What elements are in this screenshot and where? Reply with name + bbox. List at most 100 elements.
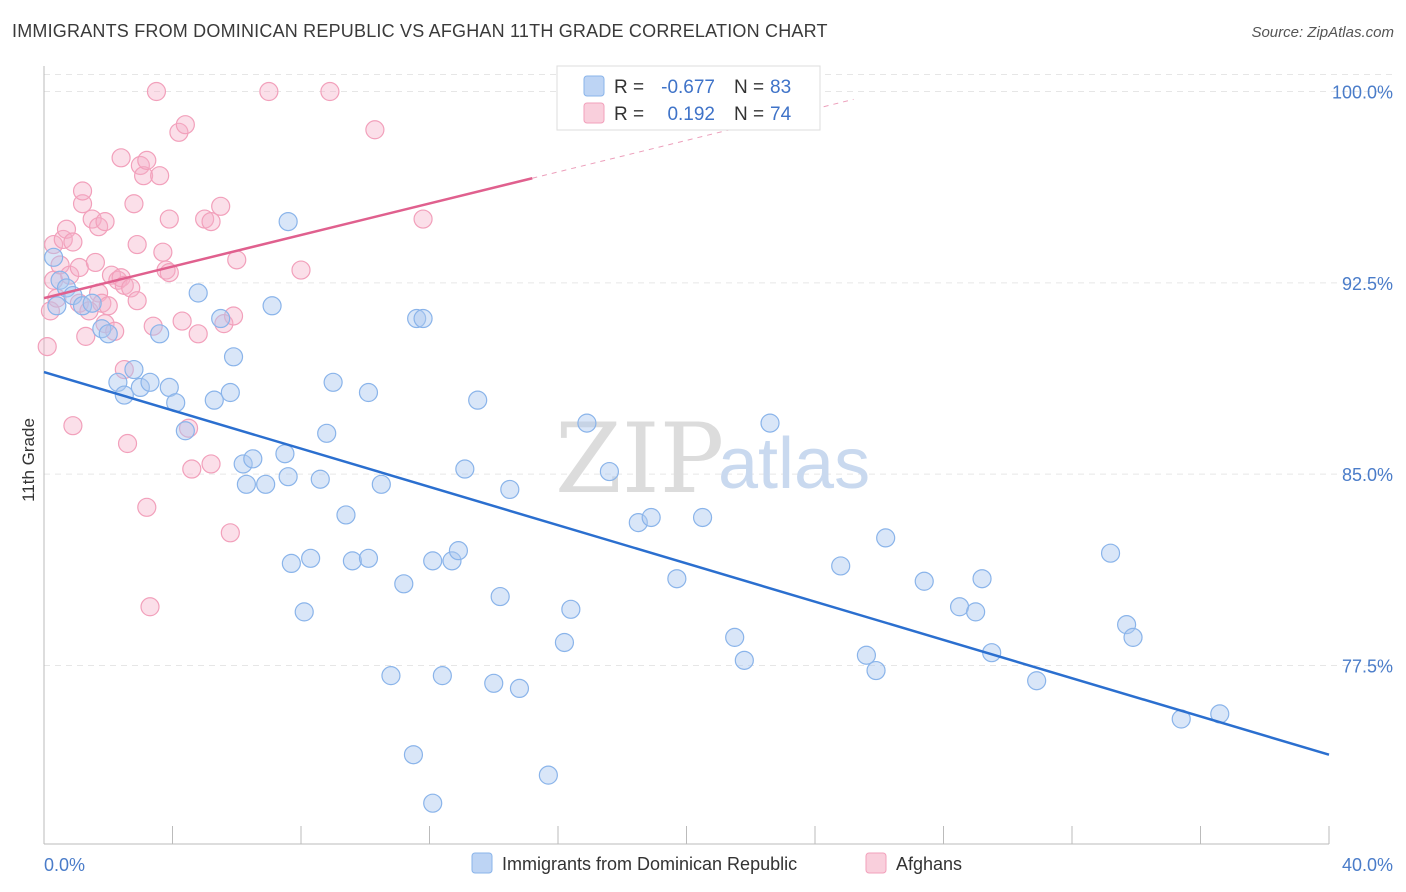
point-afghan	[146, 81, 167, 102]
watermark-atlas: atlas	[718, 424, 870, 504]
point-dominican	[468, 390, 488, 410]
y-tick-labels: 77.5% 85.0% 92.5% 100.0%	[1332, 83, 1393, 677]
point-afghan	[150, 166, 170, 186]
point-dominican	[301, 548, 321, 568]
y-tick-label: 85.0%	[1342, 465, 1393, 485]
legend-pink-r-label: R =	[614, 104, 644, 125]
point-dominican	[92, 319, 112, 339]
point-dominican	[44, 247, 64, 267]
correlation-legend: R = -0.677 N = 83 R = 0.192 N = 74	[556, 65, 821, 131]
point-dominican	[323, 372, 343, 392]
point-dominican	[278, 467, 298, 487]
point-dominican	[211, 308, 231, 329]
point-dominican	[949, 597, 970, 617]
point-afghan	[365, 120, 385, 140]
point-dominican	[423, 793, 443, 813]
point-afghan	[201, 454, 221, 474]
point-dominican	[275, 444, 295, 464]
point-dominican	[442, 551, 462, 571]
point-afghan	[143, 316, 163, 336]
point-dominican	[317, 423, 337, 443]
point-dominican	[692, 507, 713, 528]
trend-line-dominican	[43, 370, 1330, 756]
point-afghan	[178, 418, 199, 438]
point-afghan	[60, 265, 80, 285]
y-axis-label: 11th Grade	[19, 418, 38, 502]
point-afghan	[95, 212, 115, 232]
point-afghan	[137, 497, 157, 517]
point-dominican	[831, 556, 851, 576]
axes	[43, 66, 1330, 845]
point-dominican	[725, 627, 745, 647]
point-dominican	[641, 507, 661, 528]
point-afghan	[172, 311, 192, 331]
point-afghan	[37, 336, 57, 357]
point-afghan	[69, 257, 89, 278]
point-dominican	[342, 551, 362, 571]
point-dominican	[448, 541, 469, 561]
point-dominican	[1027, 671, 1047, 691]
point-dominican	[175, 421, 195, 441]
point-dominican	[538, 765, 558, 785]
point-afghan	[211, 196, 231, 216]
point-dominican	[262, 296, 282, 316]
point-dominican	[914, 571, 934, 591]
point-afghan	[259, 81, 279, 102]
point-afghan	[320, 81, 340, 102]
point-afghan	[76, 326, 96, 346]
point-afghan	[201, 212, 221, 232]
bottom-legend-label-blue: Immigrants from Dominican Republic	[502, 854, 797, 874]
bottom-legend-label-pink: Afghans	[896, 854, 962, 874]
y-tick-label: 100.0%	[1332, 83, 1393, 103]
bottom-legend-swatch-blue	[471, 852, 493, 874]
point-afghan	[188, 324, 208, 344]
point-dominican	[500, 479, 520, 500]
point-afghan	[98, 296, 118, 316]
point-afghan	[117, 433, 138, 454]
point-afghan	[220, 523, 240, 543]
point-dominican	[223, 347, 244, 367]
series-afghans	[37, 81, 433, 617]
x-tick-label-max: 40.0%	[1342, 855, 1393, 875]
legend-blue-r-label: R =	[614, 77, 644, 98]
point-dominican	[358, 382, 379, 403]
point-afghan	[72, 181, 93, 201]
point-dominican	[577, 413, 597, 433]
point-dominican	[667, 569, 687, 589]
legend-pink-r-value: 0.192	[667, 104, 715, 125]
x-tick-label-min: 0.0%	[44, 855, 85, 875]
point-afghan	[137, 150, 157, 170]
point-dominican	[294, 602, 314, 622]
point-dominican	[233, 454, 253, 474]
point-dominican	[130, 377, 150, 398]
point-afghan	[111, 148, 131, 168]
point-dominican	[310, 469, 330, 489]
point-dominican	[490, 586, 510, 607]
point-dominican	[966, 602, 986, 622]
y-tick-label: 92.5%	[1342, 274, 1393, 294]
point-dominican	[972, 569, 992, 589]
point-dominican	[371, 474, 391, 494]
trend-lines	[43, 98, 1330, 756]
series-legend: Immigrants from Dominican Republic Afgha…	[471, 852, 962, 874]
point-afghan	[175, 115, 195, 135]
point-dominican	[150, 324, 170, 344]
point-afghan	[182, 459, 202, 479]
point-dominican	[278, 212, 298, 232]
point-dominican	[140, 372, 160, 392]
grid-lines	[44, 74, 1395, 666]
point-dominican	[403, 745, 424, 765]
point-afghan	[127, 291, 147, 311]
point-dominican	[188, 283, 208, 303]
point-dominican	[760, 413, 780, 433]
point-dominican	[432, 666, 452, 686]
point-dominican	[509, 678, 530, 699]
legend-pink-n-value: 74	[770, 104, 792, 125]
point-dominican	[50, 270, 70, 290]
point-dominican	[866, 660, 886, 681]
point-dominican	[47, 296, 67, 316]
point-dominican	[358, 548, 379, 568]
point-dominican	[381, 666, 401, 686]
point-dominican	[124, 359, 144, 380]
point-dominican	[243, 449, 263, 469]
